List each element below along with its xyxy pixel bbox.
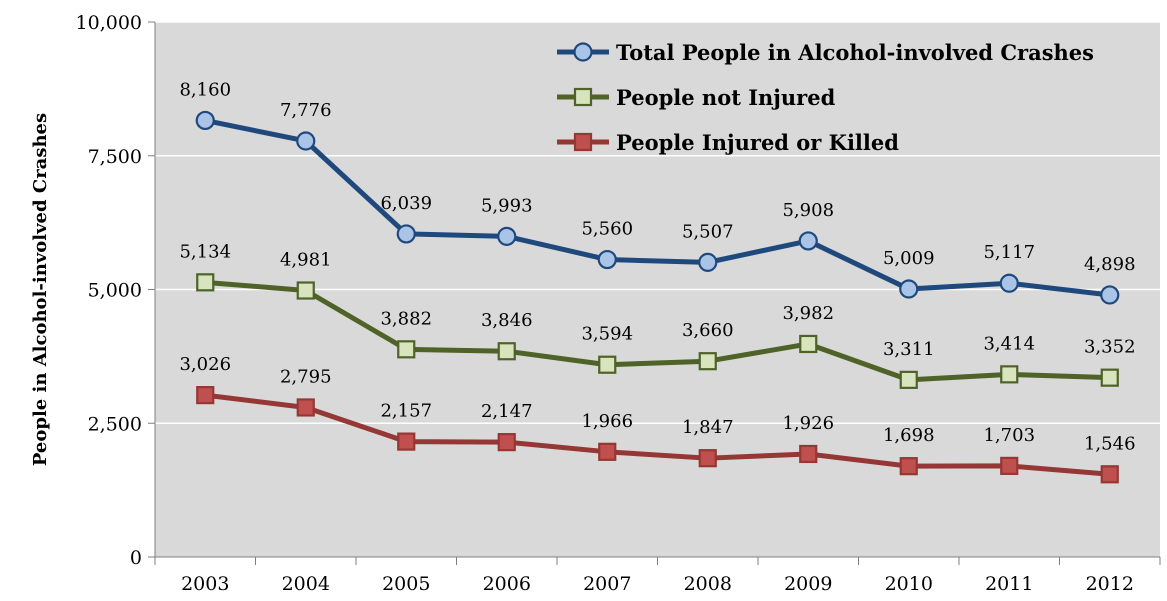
y-axis-ticks: 0 2,500 5,000 7,500 10,000 — [76, 12, 155, 569]
data-point — [296, 131, 316, 151]
data-label: 1,966 — [581, 411, 633, 432]
data-point — [598, 442, 617, 461]
data-point — [799, 334, 818, 354]
data-point — [999, 273, 1019, 293]
data-label: 2,795 — [280, 366, 332, 387]
x-tick-label: 2004 — [282, 573, 330, 595]
data-label: 1,703 — [983, 425, 1035, 446]
x-tick-label: 2011 — [985, 573, 1033, 595]
data-point — [698, 352, 717, 371]
data-label: 4,981 — [280, 250, 332, 271]
x-tick-label: 2012 — [1086, 573, 1134, 595]
legend-item: People not Injured — [557, 85, 836, 110]
data-label: 5,134 — [179, 241, 231, 262]
x-tick-label: 2006 — [483, 573, 531, 595]
legend-marker — [573, 42, 593, 62]
data-point — [397, 432, 416, 451]
data-point — [899, 279, 919, 299]
data-label: 1,847 — [682, 417, 734, 438]
data-label: 3,882 — [380, 308, 432, 329]
legend-item: Total People in Alcohol-involved Crashes — [557, 40, 1094, 65]
data-label: 3,311 — [883, 339, 935, 360]
data-point — [1100, 368, 1119, 387]
x-tick-label: 2009 — [784, 573, 832, 595]
data-label: 1,546 — [1084, 433, 1136, 454]
data-label: 3,660 — [682, 320, 734, 341]
data-point — [497, 433, 516, 452]
data-label: 7,776 — [280, 100, 332, 121]
series-line — [205, 279, 1110, 383]
data-point — [598, 355, 617, 374]
data-point — [497, 226, 517, 246]
data-point — [597, 249, 617, 270]
x-tick-label: 2005 — [382, 573, 430, 595]
data-label: 1,698 — [883, 425, 935, 446]
legend-marker — [573, 87, 593, 107]
data-label: 1,926 — [782, 413, 834, 434]
data-point — [698, 449, 717, 468]
data-label: 3,026 — [179, 354, 231, 375]
data-point — [497, 342, 516, 361]
y-axis-title: People in Alcohol-involved Crashes — [30, 113, 51, 466]
data-label: 5,993 — [481, 195, 533, 216]
data-label: 3,594 — [581, 324, 633, 345]
series-layer — [195, 110, 1120, 484]
data-point — [798, 231, 818, 251]
y-tick-label: 7,500 — [88, 146, 142, 168]
x-tick-label: 2008 — [684, 573, 732, 595]
y-tick-label: 10,000 — [76, 12, 142, 34]
data-point — [396, 224, 416, 244]
legend-label: Total People in Alcohol-involved Crashes — [616, 40, 1094, 65]
data-point — [195, 110, 215, 131]
legend: Total People in Alcohol-involved Crashes… — [557, 40, 1094, 155]
series-3 — [196, 386, 1119, 484]
y-tick-label: 5,000 — [88, 280, 142, 302]
x-tick-label: 2010 — [885, 573, 933, 595]
data-point — [296, 398, 315, 417]
data-label: 4,898 — [1084, 254, 1136, 275]
data-point — [1100, 285, 1120, 305]
data-point — [698, 252, 718, 272]
data-label: 5,009 — [883, 248, 935, 269]
data-point — [397, 340, 416, 359]
data-label: 3,352 — [1084, 337, 1136, 358]
data-point — [899, 457, 918, 476]
data-label: 3,846 — [481, 310, 533, 331]
data-label: 5,560 — [581, 219, 633, 240]
data-label: 6,039 — [380, 193, 432, 214]
y-tick-label: 0 — [130, 547, 142, 569]
y-tick-label: 2,500 — [88, 413, 142, 435]
data-label: 3,414 — [983, 333, 1035, 354]
series-line — [204, 392, 1110, 477]
data-point — [1100, 465, 1119, 484]
x-tick-label: 2003 — [181, 573, 229, 595]
x-tick-label: 2007 — [583, 573, 631, 595]
data-point — [196, 386, 215, 405]
legend-marker — [573, 132, 593, 152]
data-point — [196, 273, 215, 292]
data-label: 3,982 — [782, 303, 834, 324]
legend-item: People Injured or Killed — [557, 130, 899, 155]
legend-label: People Injured or Killed — [616, 130, 899, 155]
x-axis-ticks: 2003 2004 2005 2006 2007 2008 2009 2010 2011 2012 — [154, 557, 1161, 595]
data-label: 2,157 — [380, 401, 432, 422]
series-line — [204, 117, 1111, 298]
data-point — [799, 444, 818, 464]
legend-label: People not Injured — [616, 85, 836, 110]
series-1 — [195, 110, 1120, 305]
data-label: 5,507 — [682, 221, 734, 242]
data-point — [296, 281, 315, 300]
data-label: 5,117 — [983, 242, 1035, 263]
data-point — [899, 370, 918, 389]
data-point — [1000, 365, 1019, 384]
data-label: 5,908 — [782, 200, 834, 221]
data-label: 2,147 — [481, 401, 533, 422]
data-label: 8,160 — [179, 79, 231, 100]
series-2 — [196, 273, 1119, 389]
data-point — [1000, 456, 1019, 475]
data-labels: 8,160 7,776 6,039 5,993 5,560 5,507 5,908 5,009… — [179, 79, 1135, 454]
